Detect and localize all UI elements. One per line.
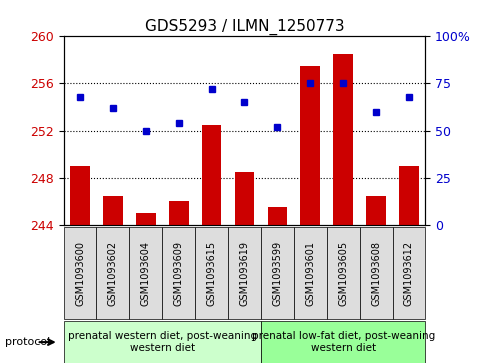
Title: GDS5293 / ILMN_1250773: GDS5293 / ILMN_1250773 (144, 19, 344, 35)
Bar (267, 207, 286, 225)
Text: GSM1093612: GSM1093612 (403, 241, 413, 306)
Bar (398, 166, 418, 225)
Bar (300, 66, 320, 225)
Bar (168, 201, 188, 225)
Text: GSM1093619: GSM1093619 (239, 241, 249, 306)
Text: GSM1093602: GSM1093602 (108, 241, 118, 306)
Text: prenatal western diet, post-weaning
western diet: prenatal western diet, post-weaning west… (67, 331, 256, 353)
Text: GSM1093608: GSM1093608 (370, 241, 380, 306)
Bar (136, 213, 155, 225)
Bar (70, 166, 90, 225)
Text: GSM1093604: GSM1093604 (141, 241, 150, 306)
Text: GSM1093605: GSM1093605 (338, 241, 347, 306)
Text: protocol: protocol (5, 337, 50, 347)
Text: GSM1093615: GSM1093615 (206, 241, 216, 306)
Text: prenatal low-fat diet, post-weaning
western diet: prenatal low-fat diet, post-weaning west… (251, 331, 434, 353)
Bar (366, 196, 385, 225)
Bar (333, 54, 352, 225)
Text: GSM1093609: GSM1093609 (173, 241, 183, 306)
Bar (234, 172, 254, 225)
Text: GSM1093600: GSM1093600 (75, 241, 85, 306)
Bar (103, 196, 122, 225)
Bar (202, 125, 221, 225)
Text: GSM1093599: GSM1093599 (272, 241, 282, 306)
Text: GSM1093601: GSM1093601 (305, 241, 315, 306)
